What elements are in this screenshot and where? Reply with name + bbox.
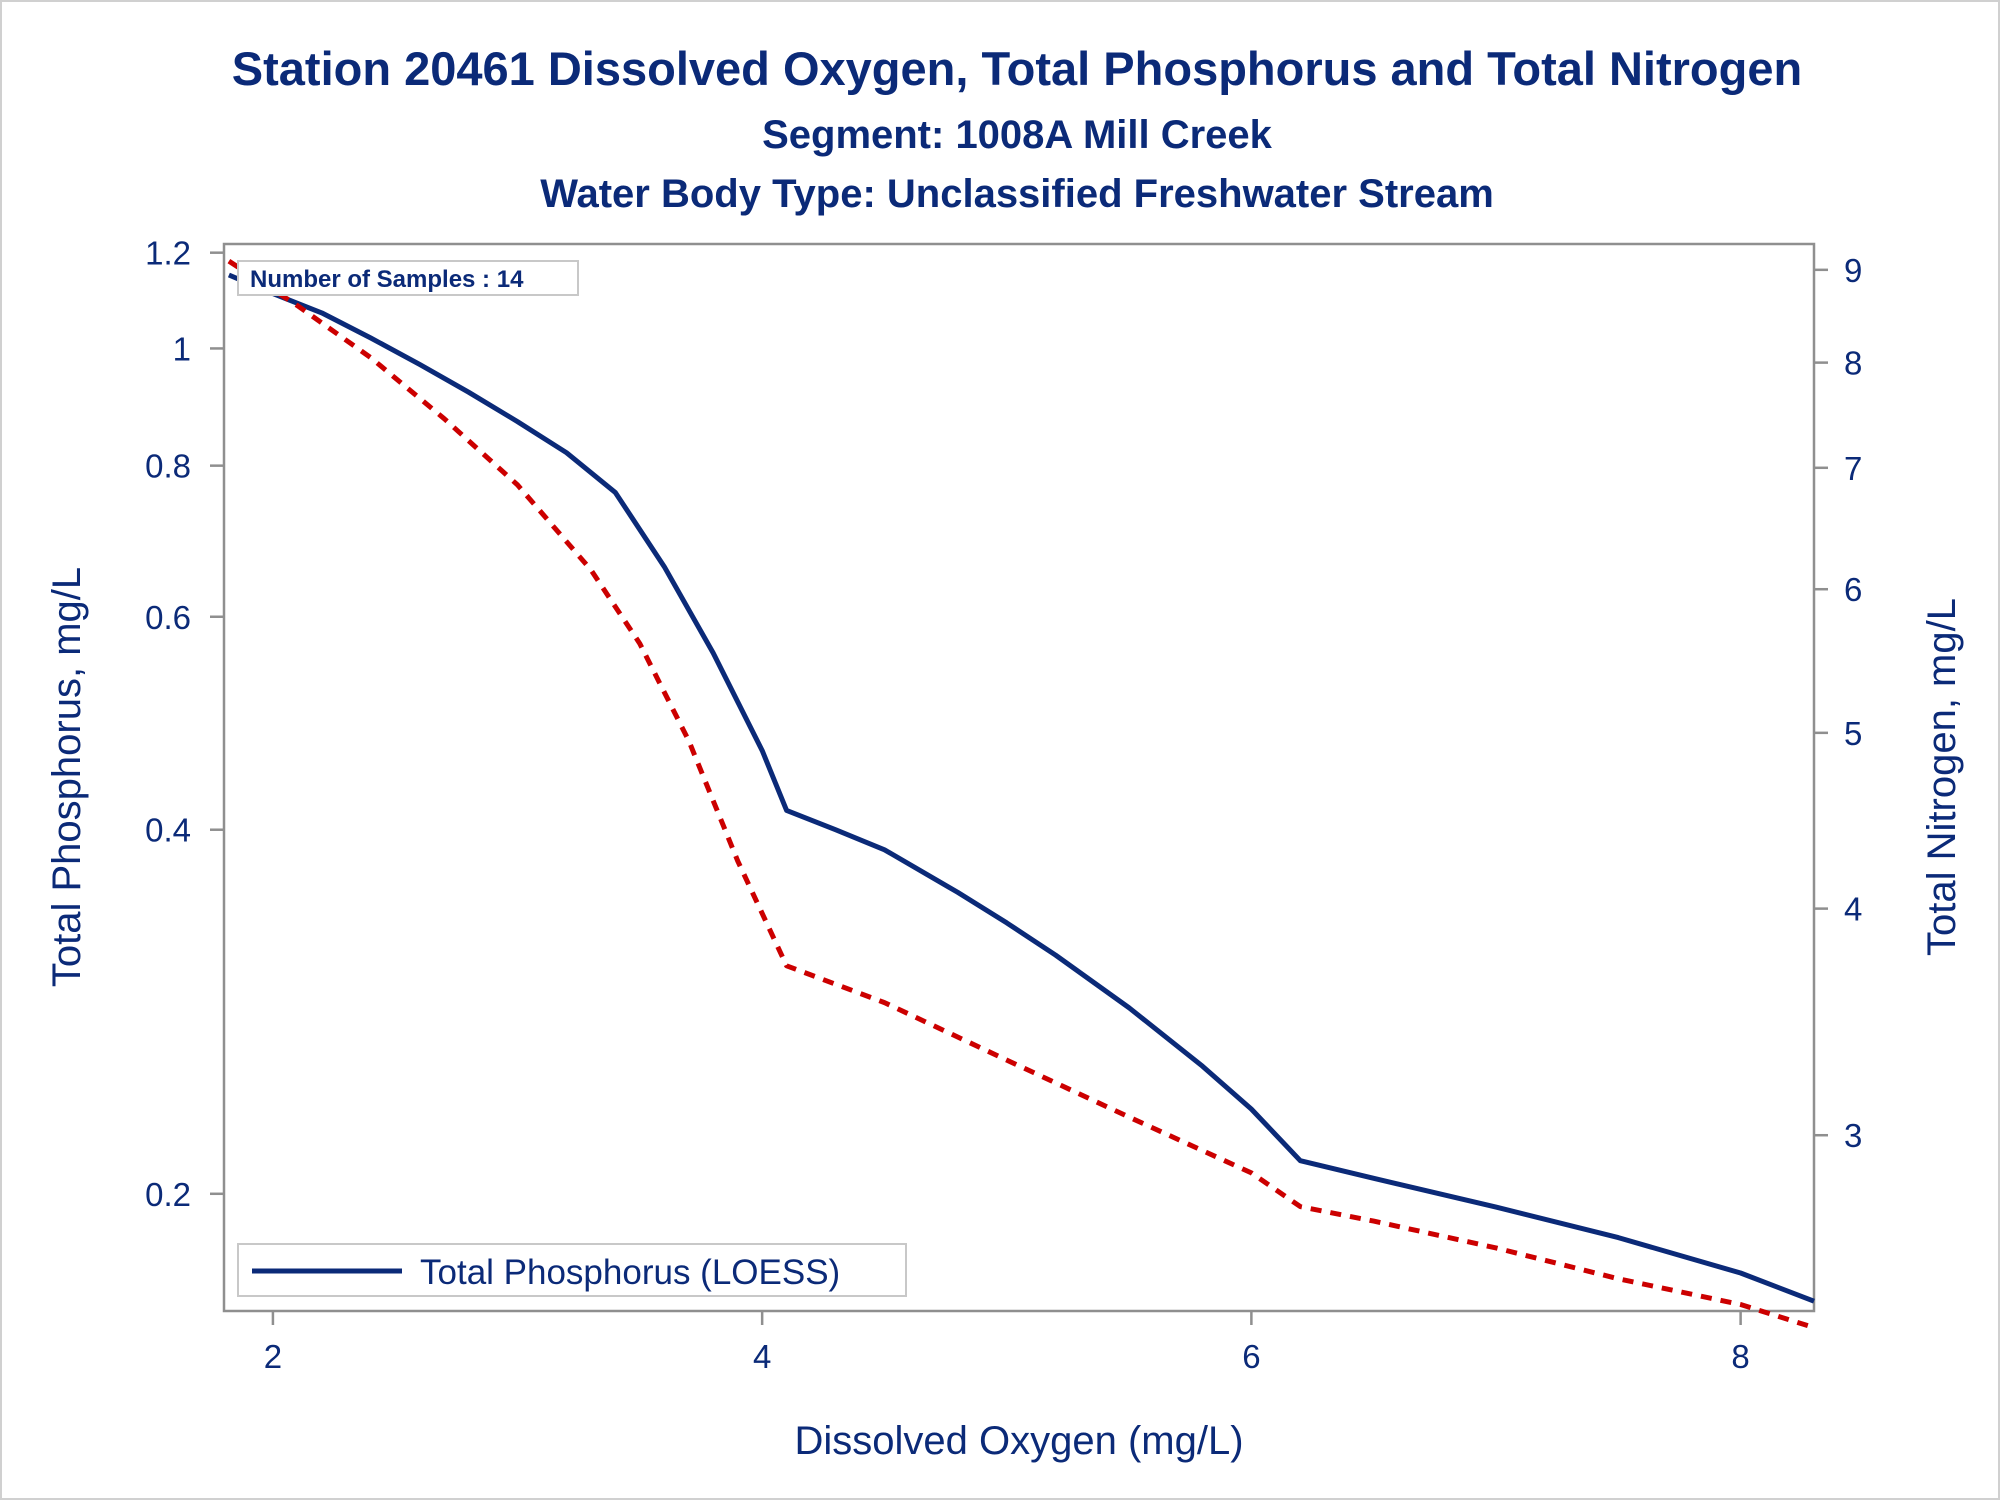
x-tick-label: 6	[1242, 1338, 1260, 1375]
y2-tick-label: 6	[1844, 571, 1862, 608]
nitrogen-series-line	[227, 259, 1815, 1330]
chart-title: Station 20461 Dissolved Oxygen, Total Ph…	[232, 42, 1802, 95]
x-tick-label: 4	[753, 1338, 771, 1375]
x-axis-label: Dissolved Oxygen (mg/L)	[794, 1419, 1243, 1463]
sample-count-text: Number of Samples : 14	[250, 266, 524, 293]
chart-subtitle: Segment: 1008A Mill Creek	[762, 113, 1273, 157]
y-axis-label: Total Phosphorus, mg/L	[45, 567, 89, 987]
y2-axis-label: Total Nitrogen, mg/L	[1920, 598, 1964, 956]
y-tick-label: 1.2	[145, 235, 191, 272]
x-tick-label: 2	[264, 1338, 282, 1375]
phosphorus-series-line	[227, 272, 1815, 1304]
y-tick-label: 1	[173, 330, 191, 367]
x-tick-label: 8	[1731, 1338, 1749, 1375]
legend-label: Total Phosphorus (LOESS)	[420, 1253, 840, 1292]
y-tick-label: 0.2	[145, 1176, 191, 1213]
y-tick-label: 0.6	[145, 599, 191, 636]
sample-count-box: Number of Samples : 14	[237, 260, 579, 296]
legend: Total Phosphorus (LOESS)	[237, 1243, 907, 1297]
y2-tick-label: 9	[1844, 252, 1862, 289]
y2-tick-label: 5	[1844, 715, 1862, 752]
chart-subtitle-2: Water Body Type: Unclassified Freshwater…	[540, 172, 1494, 216]
y2-tick-label: 7	[1844, 450, 1862, 487]
y2-tick-label: 8	[1844, 345, 1862, 382]
series-layer	[227, 259, 1815, 1330]
plot-area	[222, 242, 1816, 1313]
y-tick-label: 0.4	[145, 812, 191, 849]
y2-tick-label: 3	[1844, 1117, 1862, 1154]
y-tick-label: 0.8	[145, 448, 191, 485]
axis-ticks: 2 4 6 8 0.2 0.4 0.6 0.8 1 1.2 3 4 5 6 7 8 9	[145, 235, 1862, 1375]
y2-tick-label: 4	[1844, 891, 1862, 928]
